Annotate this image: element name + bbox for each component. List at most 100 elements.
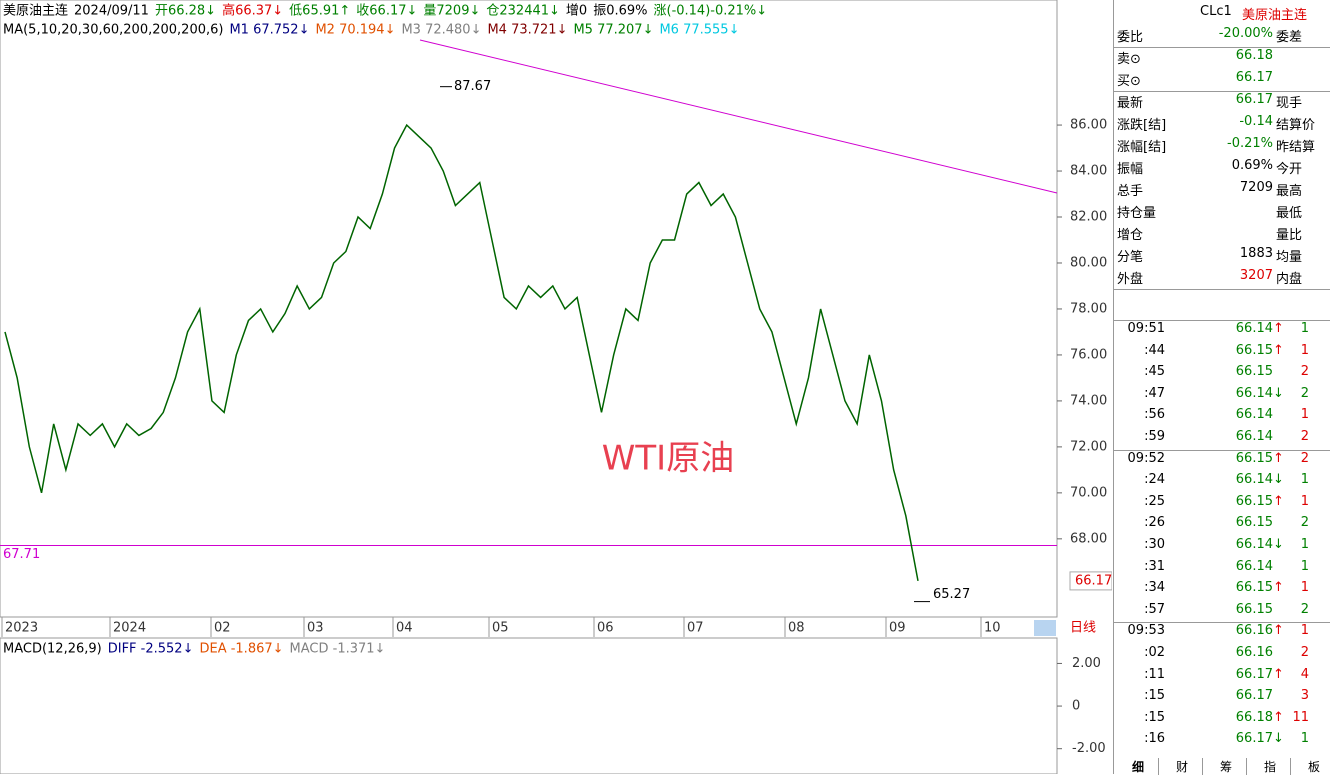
quote-header: 增0: [566, 4, 587, 19]
quote-header: 仓232441↓: [486, 4, 560, 19]
tab[interactable]: 指: [1250, 758, 1291, 775]
macd-legend: DIFF -2.552↓: [108, 642, 194, 657]
quote-header: 开66.28↓: [155, 4, 216, 19]
label: 今开: [1276, 162, 1303, 177]
price: 66.14: [1235, 407, 1273, 423]
volume: 1: [1300, 407, 1309, 423]
x-tick-label: 04: [396, 621, 413, 636]
x-tick-label: 09: [889, 621, 906, 636]
tab[interactable]: 筹: [1206, 758, 1247, 775]
tab[interactable]: 板: [1294, 758, 1330, 775]
price: 66.14: [1235, 537, 1273, 552]
price: 66.15: [1235, 493, 1273, 509]
separator: [1114, 320, 1330, 321]
macd-legend: MACD(12,26,9): [3, 642, 102, 657]
arrow: ↑: [1273, 623, 1284, 639]
time: 09:52: [1127, 450, 1165, 466]
volume: 1: [1300, 731, 1309, 747]
price: 66.14: [1235, 385, 1273, 401]
last-label: 66.17: [1075, 573, 1112, 588]
support-label: 67.71: [3, 547, 40, 562]
x-tick-label: 2023: [5, 621, 38, 636]
price: 66.16: [1235, 645, 1273, 660]
chart: 美原油主连 2024/09/11 开66.28↓ 高66.37↓ 低65.91↑ 收66.…: [0, 0, 1112, 774]
value: 66.17: [1235, 92, 1273, 107]
label: 最高: [1276, 184, 1303, 199]
high-label: 87.67: [454, 79, 491, 94]
time: :02: [1144, 645, 1165, 660]
y-tick-label: 82.00: [1070, 210, 1107, 225]
price: 66.14: [1235, 472, 1273, 488]
arrow: ↓: [1273, 472, 1284, 488]
label: 涨跌[结]: [1117, 118, 1167, 133]
value: 0.69%: [1231, 158, 1273, 173]
volume: 1: [1300, 321, 1309, 336]
label: 振幅: [1117, 162, 1144, 177]
value: -0.14: [1239, 114, 1273, 129]
price: 66.18: [1235, 709, 1273, 725]
low-label: 65.27: [933, 587, 970, 602]
label: 外盘: [1117, 272, 1144, 287]
last-box: [1069, 571, 1112, 591]
time: :56: [1144, 407, 1165, 423]
volume: 1: [1300, 472, 1309, 488]
time: :25: [1144, 493, 1165, 509]
macd-legend: DEA -1.867↓: [199, 642, 283, 657]
arrow: ↑: [1273, 709, 1284, 725]
volume: 1: [1300, 580, 1309, 596]
arrow: ↑: [1273, 342, 1284, 358]
price: 66.17: [1235, 688, 1273, 704]
quote-header: 高66.37↓: [222, 3, 283, 19]
tab[interactable]: 细: [1118, 758, 1159, 775]
y-tick-label: 76.00: [1070, 347, 1107, 362]
value: -20.00%: [1218, 26, 1273, 41]
y-tick-label: 84.00: [1070, 164, 1107, 179]
price: 66.14: [1235, 429, 1273, 444]
volume: 4: [1300, 666, 1309, 682]
arrow: ↓: [1273, 385, 1284, 401]
x-tick-label: 05: [492, 621, 509, 636]
volume: 2: [1300, 601, 1309, 617]
y-tick-label: 74.00: [1070, 393, 1107, 408]
label: 总手: [1117, 184, 1144, 199]
time: :16: [1144, 731, 1165, 747]
time: :57: [1144, 601, 1165, 617]
label: 最低: [1276, 206, 1303, 221]
time: :47: [1144, 385, 1165, 401]
x-tick-label: 03: [307, 621, 324, 636]
y-tick-label: 2.00: [1072, 656, 1101, 671]
time: :44: [1144, 342, 1165, 358]
arrow: ↓: [1273, 731, 1284, 747]
volume: 2: [1300, 429, 1309, 444]
value: 66.17: [1235, 70, 1273, 85]
watermark: WTI原油: [602, 439, 734, 479]
price: 66.15: [1235, 580, 1273, 596]
time: :31: [1144, 558, 1165, 574]
tab[interactable]: 财: [1162, 758, 1203, 775]
volume: 2: [1300, 645, 1309, 660]
ma-legend: M3 72.480↓: [401, 23, 481, 38]
arrow: ↑: [1273, 493, 1284, 509]
price: 66.15: [1235, 364, 1273, 380]
time: :34: [1144, 580, 1165, 596]
quote-header: 振0.69%: [593, 4, 647, 19]
arrow: ↑: [1273, 580, 1284, 596]
label: 均量: [1276, 250, 1303, 265]
macd-legend: MACD -1.371↓: [290, 642, 386, 657]
volume: 2: [1300, 364, 1309, 380]
time: 09:53: [1127, 623, 1165, 639]
label: 量比: [1276, 228, 1303, 243]
quote-header: 美原油主连: [3, 3, 68, 19]
time: :45: [1144, 364, 1165, 380]
ma-legend: M6 77.555↓: [659, 23, 739, 38]
frame: [0, 637, 1058, 774]
label: 现手: [1276, 96, 1303, 111]
scroll: [1034, 620, 1056, 636]
ma-legend: M2 70.194↓: [315, 23, 395, 38]
ma-legend: M1 67.752↓: [229, 23, 309, 38]
quote-panel: CLc1 美原油主连 委比 -20.00% 委差 卖⊙ 66.18 买⊙ 66.17 最新 66.1…: [1113, 0, 1330, 775]
quote-header: 低65.91↑: [289, 4, 350, 19]
x-tick-label: 08: [788, 621, 805, 636]
volume: 1: [1300, 623, 1309, 639]
